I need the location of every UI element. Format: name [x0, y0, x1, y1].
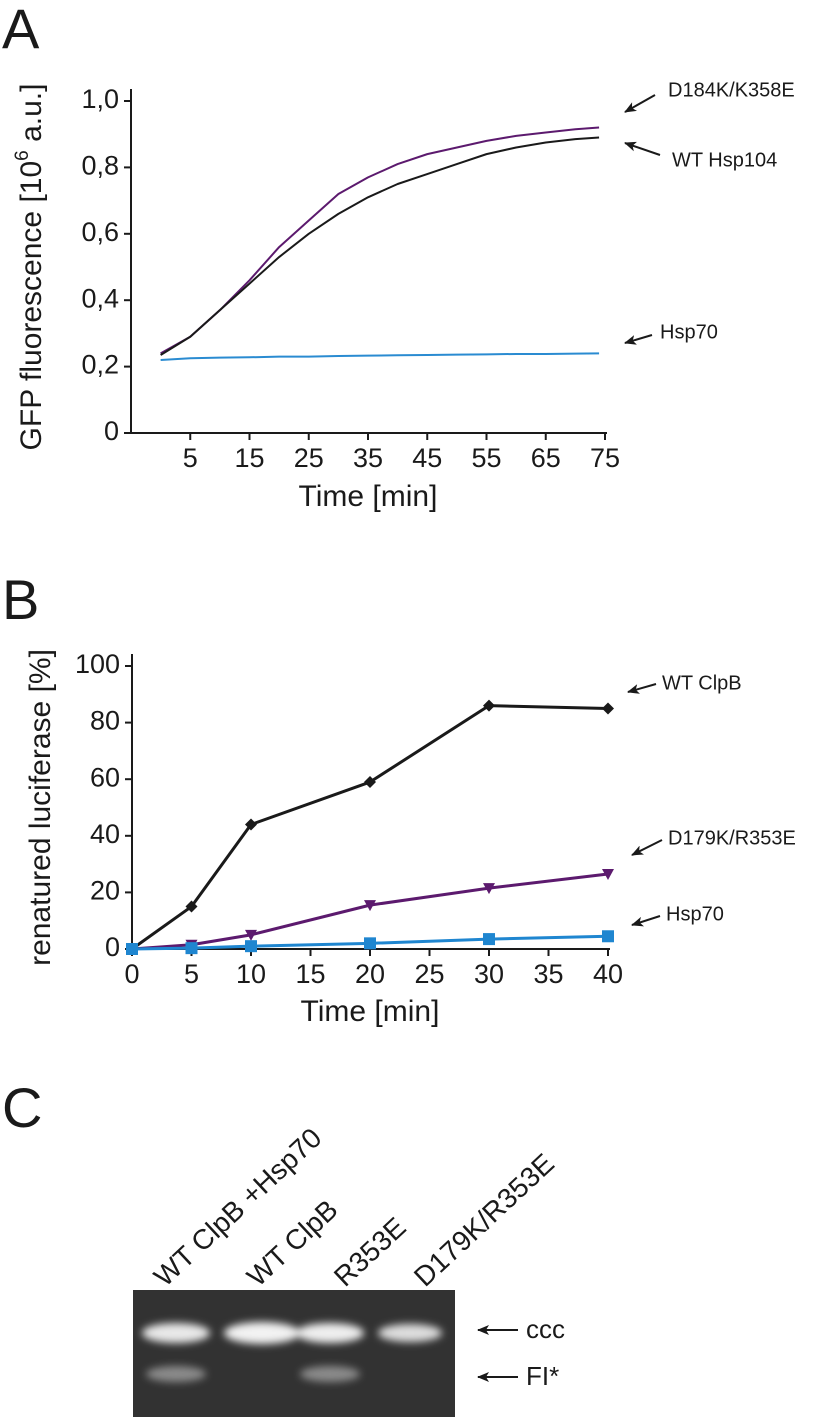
legend-label: Hsp70 — [666, 903, 724, 925]
x-tick-label: 15 — [234, 443, 264, 473]
x-tick-label: 35 — [353, 443, 383, 473]
marker — [126, 943, 138, 955]
band-ccc — [296, 1323, 364, 1343]
marker — [483, 933, 495, 946]
series-line — [160, 126, 600, 355]
x-tick-label: 45 — [412, 443, 442, 473]
legend-label: D184K/K358E — [668, 79, 795, 101]
marker — [364, 776, 376, 789]
series-line — [160, 352, 600, 361]
x-tick-label: 35 — [533, 959, 563, 989]
legend-label: WT Hsp104 — [672, 149, 777, 171]
legend-arrow — [624, 141, 661, 156]
x-axis-title: Time [min] — [301, 995, 440, 1028]
legend-label: WT ClpB — [662, 672, 742, 694]
series-line — [131, 934, 609, 951]
marker — [245, 929, 257, 941]
y-tick-label: 0,2 — [81, 350, 119, 380]
x-tick-label: 40 — [593, 959, 623, 989]
y-tick-label: 0,6 — [81, 217, 119, 247]
legend-arrow — [631, 915, 661, 927]
y-axis-title: renatured luciferase [%] — [24, 649, 57, 966]
legend-arrow — [624, 94, 656, 113]
y-tick-label: 20 — [90, 876, 120, 906]
y-tick-label: 40 — [90, 819, 120, 849]
x-tick-label: 20 — [355, 959, 385, 989]
x-tick-label: 55 — [471, 443, 501, 473]
y-tick-label: 0 — [105, 932, 120, 962]
marker — [602, 930, 614, 943]
y-tick-label: 1,0 — [81, 84, 119, 114]
y-tick-label: 0,4 — [81, 283, 119, 313]
marker — [185, 942, 198, 955]
panel-label: A — [2, 0, 40, 60]
marker — [364, 937, 376, 950]
y-tick-label: 0,8 — [81, 151, 119, 181]
marker — [245, 818, 257, 831]
marker — [364, 900, 376, 912]
x-tick-label: 15 — [295, 959, 325, 989]
x-tick-label: 5 — [183, 443, 198, 473]
band-ccc — [224, 1322, 300, 1344]
band-fi — [146, 1366, 206, 1382]
legend-arrow — [624, 334, 653, 345]
lane-label: D179K/R353E — [408, 1148, 560, 1293]
y-axis-title: GFP fluorescence [106 a.u.] — [12, 84, 48, 451]
band-ccc — [378, 1324, 442, 1342]
legend-arrow — [631, 839, 663, 856]
band-label: FI* — [526, 1361, 559, 1391]
x-tick-label: 5 — [184, 959, 199, 989]
legend-label: D179K/R353E — [668, 827, 796, 849]
band-label: ccc — [526, 1314, 565, 1344]
marker — [185, 900, 198, 913]
legend-label: Hsp70 — [660, 321, 718, 343]
x-axis-title: Time [min] — [299, 480, 438, 513]
legend-arrow — [627, 683, 657, 694]
band-ccc — [142, 1323, 210, 1343]
marker — [602, 702, 614, 715]
x-tick-label: 30 — [474, 959, 504, 989]
gel: WT ClpB +Hsp70 WT ClpB R353E D179K/R353E… — [133, 1122, 565, 1417]
y-axis-title-part: renatured luciferase [%] — [24, 649, 57, 966]
y-tick-label: 0 — [104, 416, 119, 446]
gel-shade — [133, 1290, 455, 1417]
y-axis-title-part: GFP fluorescence [10 — [15, 161, 48, 451]
x-tick-label: 25 — [414, 959, 444, 989]
y-tick-label: 100 — [75, 649, 120, 679]
marker — [483, 699, 495, 712]
lane-label: R353E — [328, 1211, 412, 1292]
y-tick-label: 80 — [90, 706, 120, 736]
y-axis-title-part: a.u.] — [15, 84, 48, 151]
panel-label: C — [2, 1076, 42, 1139]
x-tick-label: 25 — [294, 443, 324, 473]
y-axis-title-part: 6 — [12, 150, 33, 161]
x-tick-label: 75 — [590, 443, 620, 473]
series-line — [160, 136, 600, 356]
series-line — [131, 872, 609, 951]
x-tick-label: 65 — [531, 443, 561, 473]
marker — [245, 940, 257, 953]
band-fi — [300, 1366, 360, 1382]
x-tick-label: 10 — [236, 959, 266, 989]
series-line — [131, 704, 609, 951]
lane-label: WT ClpB +Hsp70 — [148, 1122, 328, 1292]
panel-label: B — [2, 568, 39, 631]
y-tick-label: 60 — [90, 762, 120, 792]
x-tick-label: 0 — [124, 959, 139, 989]
marker — [483, 883, 495, 895]
marker — [602, 869, 614, 881]
